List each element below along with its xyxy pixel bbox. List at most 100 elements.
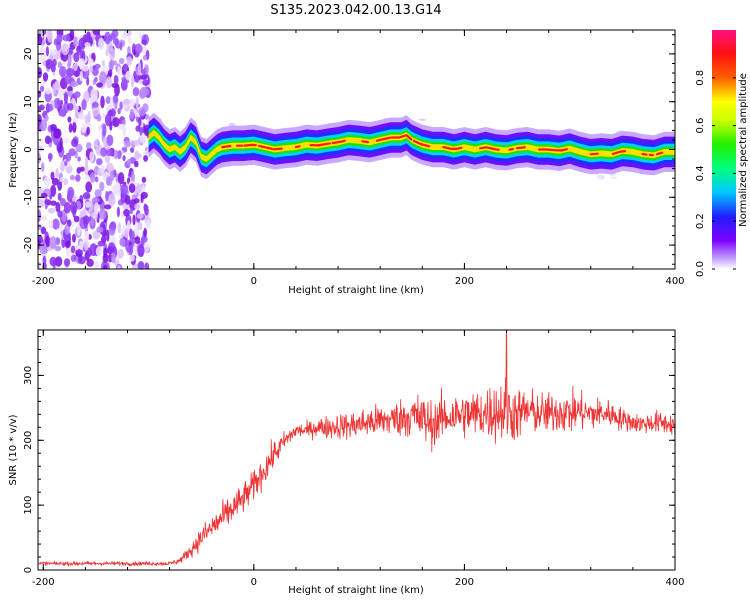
noise-blob (114, 103, 118, 110)
noise-blob (94, 189, 102, 198)
noise-blob (77, 256, 86, 265)
noise-blob (67, 62, 71, 69)
noise-blob (57, 210, 63, 218)
noise-blob (141, 87, 150, 96)
noise-blob (109, 97, 113, 110)
colorbar-tick-label: 0.4 (695, 165, 706, 181)
noise-blob (50, 200, 57, 206)
noise-blob (48, 219, 54, 229)
noise-blob (94, 76, 98, 83)
noise-blob (58, 88, 63, 101)
noise-blob (119, 57, 125, 65)
noise-blob (132, 214, 136, 226)
spectrogram-x-tick-label: 200 (455, 276, 474, 287)
snr-x-axis-label: Height of straight line (km) (288, 585, 424, 596)
noise-blob (129, 108, 134, 120)
noise-blob (52, 58, 57, 67)
noise-blob (63, 202, 71, 214)
noise-blob (42, 60, 47, 66)
noise-blob (104, 31, 111, 45)
noise-blob (85, 181, 93, 193)
spectrogram-x-tick-label: 400 (665, 276, 684, 287)
noise-blob (113, 75, 119, 85)
noise-blob (113, 149, 118, 160)
noise-blob (129, 253, 135, 262)
noise-blob (67, 186, 75, 200)
noise-blob (49, 236, 57, 249)
noise-blob (38, 146, 44, 152)
noise-blob (93, 139, 98, 148)
noise-blob (89, 65, 93, 73)
noise-blob (117, 172, 125, 185)
noise-blob (49, 256, 57, 267)
noise-blob (78, 37, 86, 50)
noise-blob (142, 79, 150, 86)
noise-blob (92, 230, 101, 240)
noise-blob (99, 71, 107, 84)
noise-blob (132, 87, 140, 97)
noise-blob (116, 206, 120, 218)
noise-blob (101, 60, 105, 67)
noise-blob (38, 198, 45, 209)
noise-blob (60, 198, 66, 207)
noise-blob (135, 96, 139, 109)
heatmap-cells (38, 30, 675, 269)
noise-blob (40, 215, 47, 221)
noise-blob (38, 141, 41, 148)
spectrogram-x-tick-label: 0 (251, 276, 257, 287)
noise-blob (78, 240, 84, 251)
noise-blob (62, 34, 71, 42)
noise-blob (108, 193, 116, 207)
spectrogram-y-tick-label: 0 (23, 146, 34, 152)
noise-blob (126, 158, 132, 166)
noise-blob (77, 156, 81, 162)
noise-blob (86, 258, 94, 267)
colorbar-tick-label: 0.2 (695, 213, 706, 229)
spectrogram-y-axis-label: Frequency (Hz) (8, 112, 19, 188)
ridge-band-3 (148, 124, 675, 168)
noise-blob (80, 49, 84, 62)
noise-blob (73, 105, 80, 111)
noise-blob (85, 174, 90, 181)
colorbar: 0.0 0.2 0.4 0.6 0.8 Normalized spectral ampl… (695, 30, 749, 277)
noise-blob (79, 70, 84, 82)
halo-blob (418, 118, 427, 121)
noise-blob (84, 164, 89, 177)
ridge-peak-mark (457, 146, 463, 150)
noise-blob (123, 63, 128, 72)
noise-blob (124, 195, 131, 205)
noise-blob (64, 240, 71, 249)
noise-blob (139, 134, 146, 144)
noise-blob (134, 43, 143, 54)
noise-blob (89, 243, 98, 257)
noise-blob (103, 264, 108, 269)
noise-blob (38, 152, 42, 165)
noise-blob (140, 69, 146, 75)
noise-blob (129, 207, 134, 215)
noise-blob (102, 111, 107, 119)
noise-blob (54, 256, 63, 267)
noise-blob (138, 107, 146, 117)
noise-blob (83, 215, 90, 225)
noise-blob (91, 101, 99, 108)
noise-blob (116, 150, 122, 160)
noise-blob (127, 45, 131, 56)
noise-blob (53, 128, 61, 139)
noise-blob (119, 101, 123, 110)
noise-blob (69, 174, 76, 181)
noise-blob (58, 109, 67, 117)
noise-blob (79, 58, 85, 70)
noise-blob (45, 59, 53, 70)
colorbar-gradient (712, 30, 736, 269)
noise-blob (48, 49, 57, 56)
noise-blob (137, 261, 145, 269)
noise-blob (74, 91, 81, 98)
noise-blob (89, 172, 96, 183)
ridge-peak-mark (331, 140, 342, 145)
snr-x-tick-label: 400 (665, 577, 684, 588)
noise-blob (73, 52, 80, 63)
noise-blob (126, 56, 133, 66)
noise-blob (99, 181, 105, 192)
noise-blob (143, 243, 150, 255)
